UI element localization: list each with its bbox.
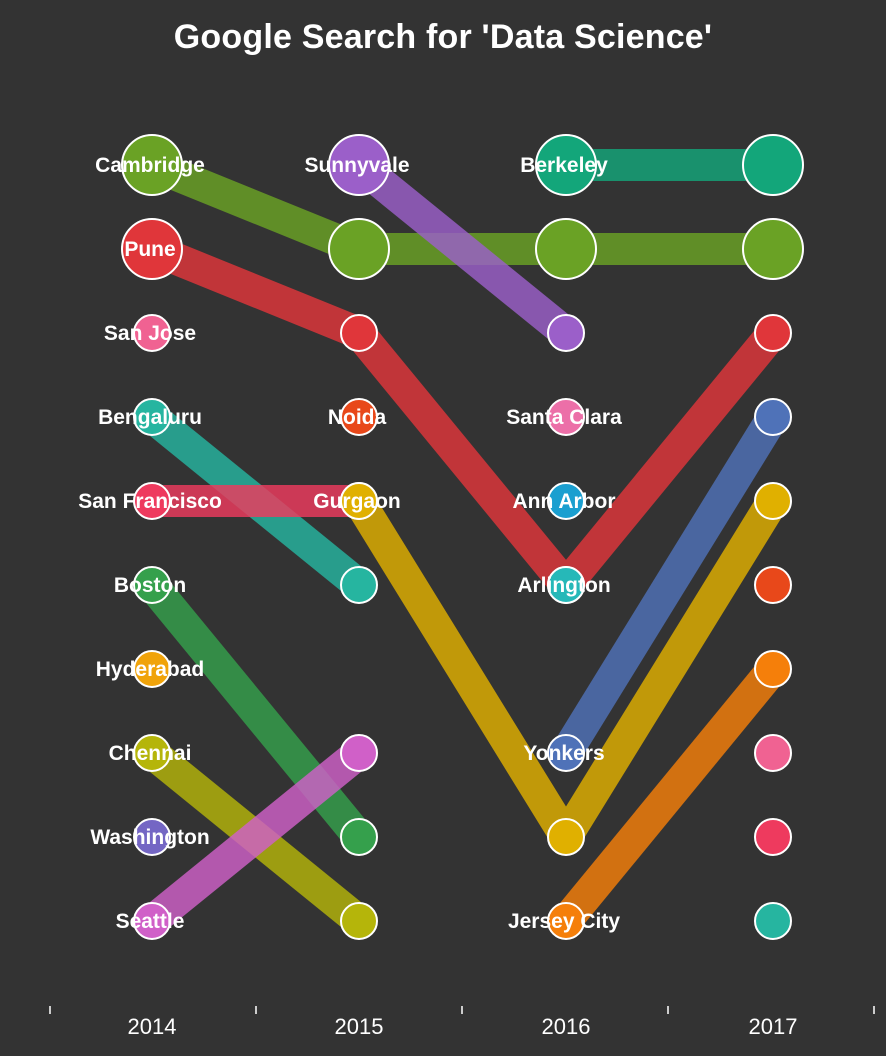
node-bengaluru-2015 bbox=[340, 566, 378, 604]
ribbon-gurgaon bbox=[345, 492, 787, 853]
x-axis: 2014 2015 2016 2017 bbox=[49, 1006, 875, 1039]
node-pune-2015 bbox=[340, 314, 378, 352]
label-berkeley-2016: Berkeley bbox=[520, 154, 608, 177]
label-arlington-2016: Arlington bbox=[517, 574, 610, 597]
node-cambridge-2017 bbox=[742, 218, 804, 280]
node-bengaluru-2014 bbox=[133, 398, 171, 436]
label-gurgaon-2015: Gurgaon bbox=[313, 490, 401, 513]
label-san-francisco-2014: San Francisco bbox=[78, 490, 222, 513]
node-berkeley-2017 bbox=[742, 134, 804, 196]
label-pune-2014: Pune bbox=[124, 238, 175, 261]
label-sunnyvale-2015: Sunnyvale bbox=[304, 154, 409, 177]
label-hyderabad-2014: Hyderabad bbox=[96, 658, 205, 681]
node-san-francisco-2017 bbox=[754, 818, 792, 856]
year-label-2014: 2014 bbox=[128, 1014, 177, 1039]
label-santa-clara-2016: Santa Clara bbox=[506, 406, 622, 429]
node-gurgaon-2017 bbox=[754, 482, 792, 520]
node-san-jose-2014 bbox=[133, 314, 171, 352]
node-ann-arbor-2016 bbox=[547, 482, 585, 520]
node-hyderabad-2014 bbox=[133, 650, 171, 688]
node-boston-2014 bbox=[133, 566, 171, 604]
node-jersey-city-2016 bbox=[547, 902, 585, 940]
node-berkeley-2016 bbox=[535, 134, 597, 196]
label-layer: Cambridge Pune San Jose Bengaluru San Franci… bbox=[78, 154, 622, 933]
ribbon-pune bbox=[145, 234, 786, 601]
node-sunnyvale-2016 bbox=[547, 314, 585, 352]
label-jersey-city-2016: Jersey City bbox=[508, 910, 620, 933]
node-jersey-city-2017 bbox=[754, 650, 792, 688]
label-ann-arbor-2016: Ann Arbor bbox=[512, 490, 615, 513]
ribbon-jersey-city bbox=[553, 658, 786, 932]
node-san-jose-2017 bbox=[754, 734, 792, 772]
ribbon-seattle bbox=[141, 740, 370, 934]
node-bengaluru-2017 bbox=[754, 902, 792, 940]
node-layer bbox=[121, 134, 804, 940]
label-noida-2015: Noida bbox=[328, 406, 387, 429]
node-noida-2017 bbox=[754, 566, 792, 604]
label-cambridge-2014: Cambridge bbox=[95, 154, 205, 177]
chart-title: Google Search for 'Data Science' bbox=[173, 18, 713, 56]
node-gurgaon-2016 bbox=[547, 818, 585, 856]
ribbon-yonkers bbox=[552, 408, 787, 762]
node-seattle-2014 bbox=[133, 902, 171, 940]
node-washington-2014 bbox=[133, 818, 171, 856]
node-cambridge-2015 bbox=[328, 218, 390, 280]
node-pune-2017 bbox=[754, 314, 792, 352]
label-chennai-2014: Chennai bbox=[109, 742, 192, 765]
node-santa-clara-2016 bbox=[547, 398, 585, 436]
node-seattle-2015 bbox=[340, 734, 378, 772]
year-label-2017: 2017 bbox=[749, 1014, 798, 1039]
node-boston-2015 bbox=[340, 818, 378, 856]
node-sunnyvale-2015 bbox=[328, 134, 390, 196]
node-san-francisco-2014 bbox=[133, 482, 171, 520]
label-boston-2014: Boston bbox=[114, 574, 186, 597]
year-label-2015: 2015 bbox=[335, 1014, 384, 1039]
node-chennai-2015 bbox=[340, 902, 378, 940]
label-bengaluru-2014: Bengaluru bbox=[98, 406, 202, 429]
year-label-2016: 2016 bbox=[542, 1014, 591, 1039]
label-washington-2014: Washington bbox=[90, 826, 209, 849]
node-cambridge-2014 bbox=[121, 134, 183, 196]
label-yonkers-2016: Yonkers bbox=[523, 742, 604, 765]
node-cambridge-2016 bbox=[535, 218, 597, 280]
node-noida-2015 bbox=[340, 398, 378, 436]
node-pune-2014 bbox=[121, 218, 183, 280]
node-gurgaon-2015 bbox=[340, 482, 378, 520]
ribbon-sunnyvale bbox=[348, 152, 577, 346]
ribbon-layer bbox=[139, 149, 787, 934]
node-chennai-2014 bbox=[133, 734, 171, 772]
node-arlington-2016 bbox=[547, 566, 585, 604]
ribbon-boston bbox=[139, 574, 372, 848]
node-yonkers-2017 bbox=[754, 398, 792, 436]
node-yonkers-2016 bbox=[547, 734, 585, 772]
label-seattle-2014: Seattle bbox=[116, 910, 185, 933]
label-san-jose-2014: San Jose bbox=[104, 322, 196, 345]
